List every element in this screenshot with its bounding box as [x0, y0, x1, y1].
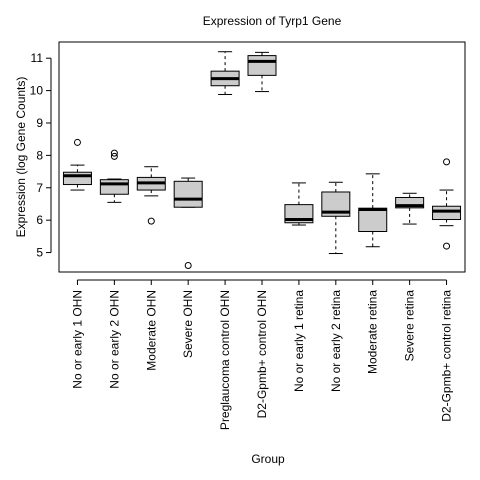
box — [99, 179, 129, 195]
x-tick-label: Moderate OHN — [144, 290, 158, 371]
plot-area-frame — [58, 41, 466, 273]
outlier-point — [147, 217, 155, 225]
box-group — [247, 51, 277, 93]
box-group — [432, 158, 462, 250]
x-tick-label: Severe retina — [403, 290, 417, 362]
x-tick-label: No or early 2 OHN — [107, 290, 121, 389]
box-group — [62, 138, 92, 191]
y-axis-label: Expression (log Gene Counts) — [14, 77, 28, 238]
outlier-point — [443, 242, 451, 250]
x-tick-label: D2-Gpmb+ control retina — [440, 290, 454, 422]
outlier-point — [73, 138, 81, 146]
outlier-point — [110, 152, 118, 160]
box-series — [62, 51, 462, 270]
box-group — [321, 181, 351, 255]
box — [62, 171, 92, 186]
y-tick-label: 5 — [36, 246, 43, 260]
outlier-point — [110, 149, 118, 157]
y-tick-label: 11 — [31, 51, 44, 65]
box-group — [284, 182, 314, 226]
box-group — [358, 173, 388, 248]
box — [358, 207, 388, 233]
x-axis: No or early 1 OHN No or early 2 OHN Modera… — [70, 279, 454, 430]
x-tick-label: No or early 2 retina — [329, 290, 343, 392]
y-tick-label: 7 — [36, 181, 43, 195]
x-tick-label: Moderate retina — [366, 290, 380, 374]
box-group — [173, 177, 203, 270]
box — [395, 196, 425, 209]
box-group — [136, 166, 166, 225]
y-axis: 5 6 7 8 9 10 11 — [30, 51, 52, 260]
box-group — [210, 51, 240, 95]
x-tick-label: D2-Gpmb+ control OHN — [255, 290, 269, 418]
y-tick-label: 8 — [36, 148, 43, 162]
y-tick-label: 10 — [30, 84, 44, 98]
y-tick-label: 9 — [36, 116, 43, 130]
box — [173, 180, 203, 208]
outlier-point — [443, 158, 451, 166]
box-group — [395, 192, 425, 225]
box — [247, 55, 277, 76]
x-tick-label: No or early 1 OHN — [70, 290, 84, 389]
x-tick-label: Severe OHN — [181, 290, 195, 358]
y-tick-label: 6 — [36, 213, 43, 227]
outlier-point — [184, 262, 192, 270]
chart-title: Expression of Tyrp1 Gene — [203, 14, 342, 28]
x-axis-label: Group — [251, 452, 285, 466]
box-group — [99, 149, 129, 203]
x-tick-label: Preglaucoma control OHN — [218, 290, 232, 430]
x-tick-label: No or early 1 retina — [292, 290, 306, 392]
box — [432, 205, 462, 221]
